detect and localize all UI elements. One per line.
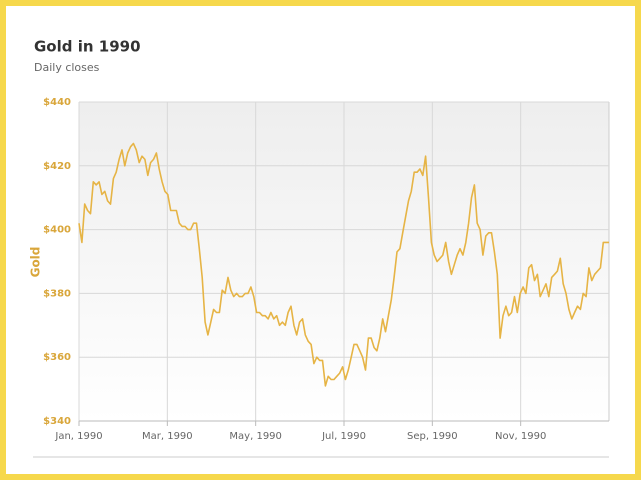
line-series xyxy=(78,142,609,387)
y-tick-label: $380 xyxy=(43,288,71,299)
y-tick-label: $340 xyxy=(43,416,71,427)
x-tick-label: Jan, 1990 xyxy=(54,431,102,442)
y-axis-label: Gold xyxy=(29,247,43,278)
chart-subtitle: Daily closes xyxy=(34,61,100,74)
y-tick-label: $400 xyxy=(43,225,71,236)
x-tick-label: Jul, 1990 xyxy=(321,431,366,442)
x-tick-label: Mar, 1990 xyxy=(142,431,193,442)
x-tick-label: May, 1990 xyxy=(229,431,281,442)
chart-title: Gold in 1990 xyxy=(34,38,141,56)
y-tick-label: $440 xyxy=(43,97,71,108)
x-tick-label: Nov, 1990 xyxy=(495,431,546,442)
y-tick-label: $420 xyxy=(43,161,71,172)
x-tick-label: Sep, 1990 xyxy=(407,431,458,442)
y-tick-label: $360 xyxy=(43,352,71,363)
